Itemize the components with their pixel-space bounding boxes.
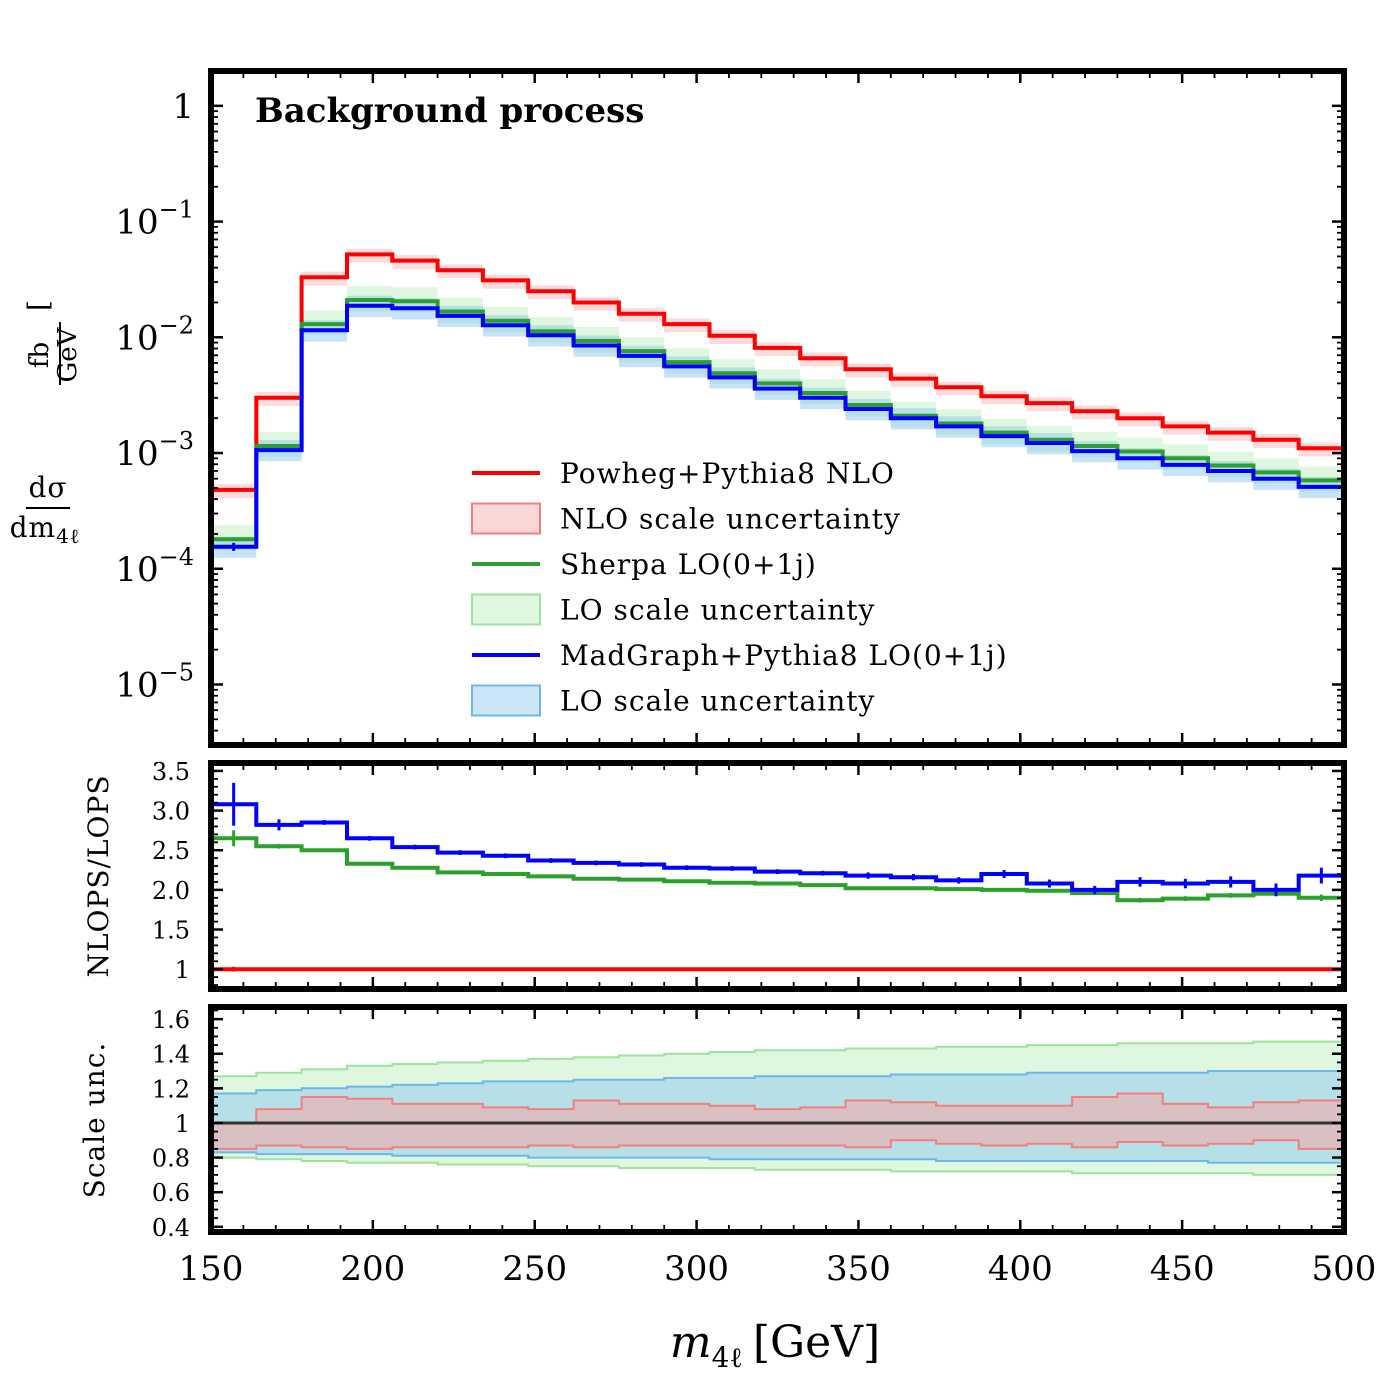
main-y-axis-title: dσ dm4ℓ [ fb GeV — [10, 299, 83, 548]
scale-y-tick-labels: 0.4 0.6 0.8 1 1.2 1.4 1.6 — [152, 1006, 190, 1242]
ratio-y-tick-label: 1 — [175, 956, 190, 984]
x-tick-label: 200 — [340, 1249, 405, 1289]
panel-title: Background process — [255, 91, 644, 131]
y-tick-label: 1 — [172, 87, 194, 127]
ratio-y-title: NLOPS/LOPS — [82, 774, 115, 977]
main-uncertainty-bands — [211, 248, 1344, 558]
ratio-lines — [211, 782, 1344, 972]
legend-label: NLO scale uncertainty — [560, 503, 901, 536]
y-title-numerator: dσ — [28, 471, 67, 504]
ratio-frame — [208, 760, 1347, 992]
legend-label: Powheg+Pythia8 NLO — [560, 457, 895, 490]
ratio-y-tick-label: 2.5 — [152, 837, 190, 865]
scale-y-tick-label: 1.4 — [152, 1041, 190, 1069]
scale-y-tick-label: 0.8 — [152, 1145, 190, 1173]
scale-uncertainty-bands — [210, 1040, 1345, 1176]
x-tick-labels: 150 200 250 300 350 400 450 500 — [179, 1249, 1377, 1289]
main-panel: 10−5 10−4 10−3 10−2 10−1 1 Background process… — [10, 68, 1347, 748]
legend-patch-swatch — [471, 593, 541, 626]
ratio-y-tick-label: 2.0 — [152, 877, 190, 905]
y-tick-label: 10−1 — [115, 196, 194, 243]
ratio-tick-marks — [209, 763, 1346, 989]
main-uncertainty-band — [211, 248, 1344, 499]
legend-patch-swatch — [471, 502, 541, 535]
x-tick-label: 250 — [502, 1249, 567, 1289]
legend-label: Sherpa LO(0+1j) — [560, 548, 817, 581]
ratio-y-tick-labels: 1 1.5 2.0 2.5 3.0 3.5 — [152, 758, 190, 984]
ratio-series-line — [211, 836, 1344, 903]
main-series-line — [211, 303, 1344, 549]
scale-panel: 0.4 0.6 0.8 1 1.2 1.4 1.6 Scale unc. — [78, 1004, 1347, 1242]
legend: Powheg+Pythia8 NLO NLO scale uncertainty S… — [471, 457, 1008, 718]
scale-y-tick-label: 0.6 — [152, 1179, 190, 1207]
y-title-unit: [ — [22, 299, 55, 311]
main-frame — [208, 68, 1347, 748]
ratio-panel: 1 1.5 2.0 2.5 3.0 3.5 NLOPS/LOPS — [82, 758, 1347, 992]
main-series-line — [211, 252, 1344, 492]
y-title-unit-numerator: fb — [25, 342, 55, 368]
main-uncertainty-band — [211, 286, 1344, 551]
y-tick-label: 10−5 — [115, 658, 194, 705]
main-histogram-lines — [211, 252, 1344, 551]
x-tick-label: 350 — [826, 1249, 891, 1289]
ratio-y-tick-label: 1.5 — [152, 917, 190, 945]
y-title-unit-denominator: GeV — [53, 326, 83, 382]
y-tick-label: 10−3 — [115, 427, 194, 474]
main-uncertainty-band — [211, 295, 1344, 558]
ratio-y-tick-label: 3.0 — [152, 798, 190, 826]
x-tick-label: 150 — [179, 1249, 244, 1289]
main-series-line — [211, 298, 1344, 542]
main-y-tick-labels: 10−5 10−4 10−3 10−2 10−1 1 — [115, 87, 194, 706]
legend-label: LO scale uncertainty — [560, 685, 875, 718]
scale-y-tick-label: 1.6 — [152, 1006, 190, 1034]
y-title-denominator: dm4ℓ — [10, 511, 81, 548]
legend-label: LO scale uncertainty — [560, 594, 875, 627]
x-tick-label: 300 — [664, 1249, 729, 1289]
scale-y-tick-label: 0.4 — [152, 1214, 190, 1242]
legend-label: MadGraph+Pythia8 LO(0+1j) — [560, 639, 1008, 672]
scale-y-tick-label: 1.2 — [152, 1075, 190, 1103]
ratio-y-tick-label: 3.5 — [152, 758, 190, 786]
legend-patch-swatch — [471, 684, 541, 717]
scale-y-title: Scale unc. — [78, 1042, 111, 1199]
x-axis-title: m4ℓ [GeV] — [670, 1317, 880, 1374]
scale-y-tick-label: 1 — [175, 1110, 190, 1138]
y-tick-label: 10−4 — [115, 543, 194, 590]
ratio-series-line — [211, 802, 1344, 892]
x-tick-label: 450 — [1150, 1249, 1215, 1289]
x-tick-label: 400 — [988, 1249, 1053, 1289]
scale-frame — [208, 1004, 1347, 1235]
x-tick-label: 500 — [1312, 1249, 1377, 1289]
y-tick-label: 10−2 — [115, 311, 194, 358]
